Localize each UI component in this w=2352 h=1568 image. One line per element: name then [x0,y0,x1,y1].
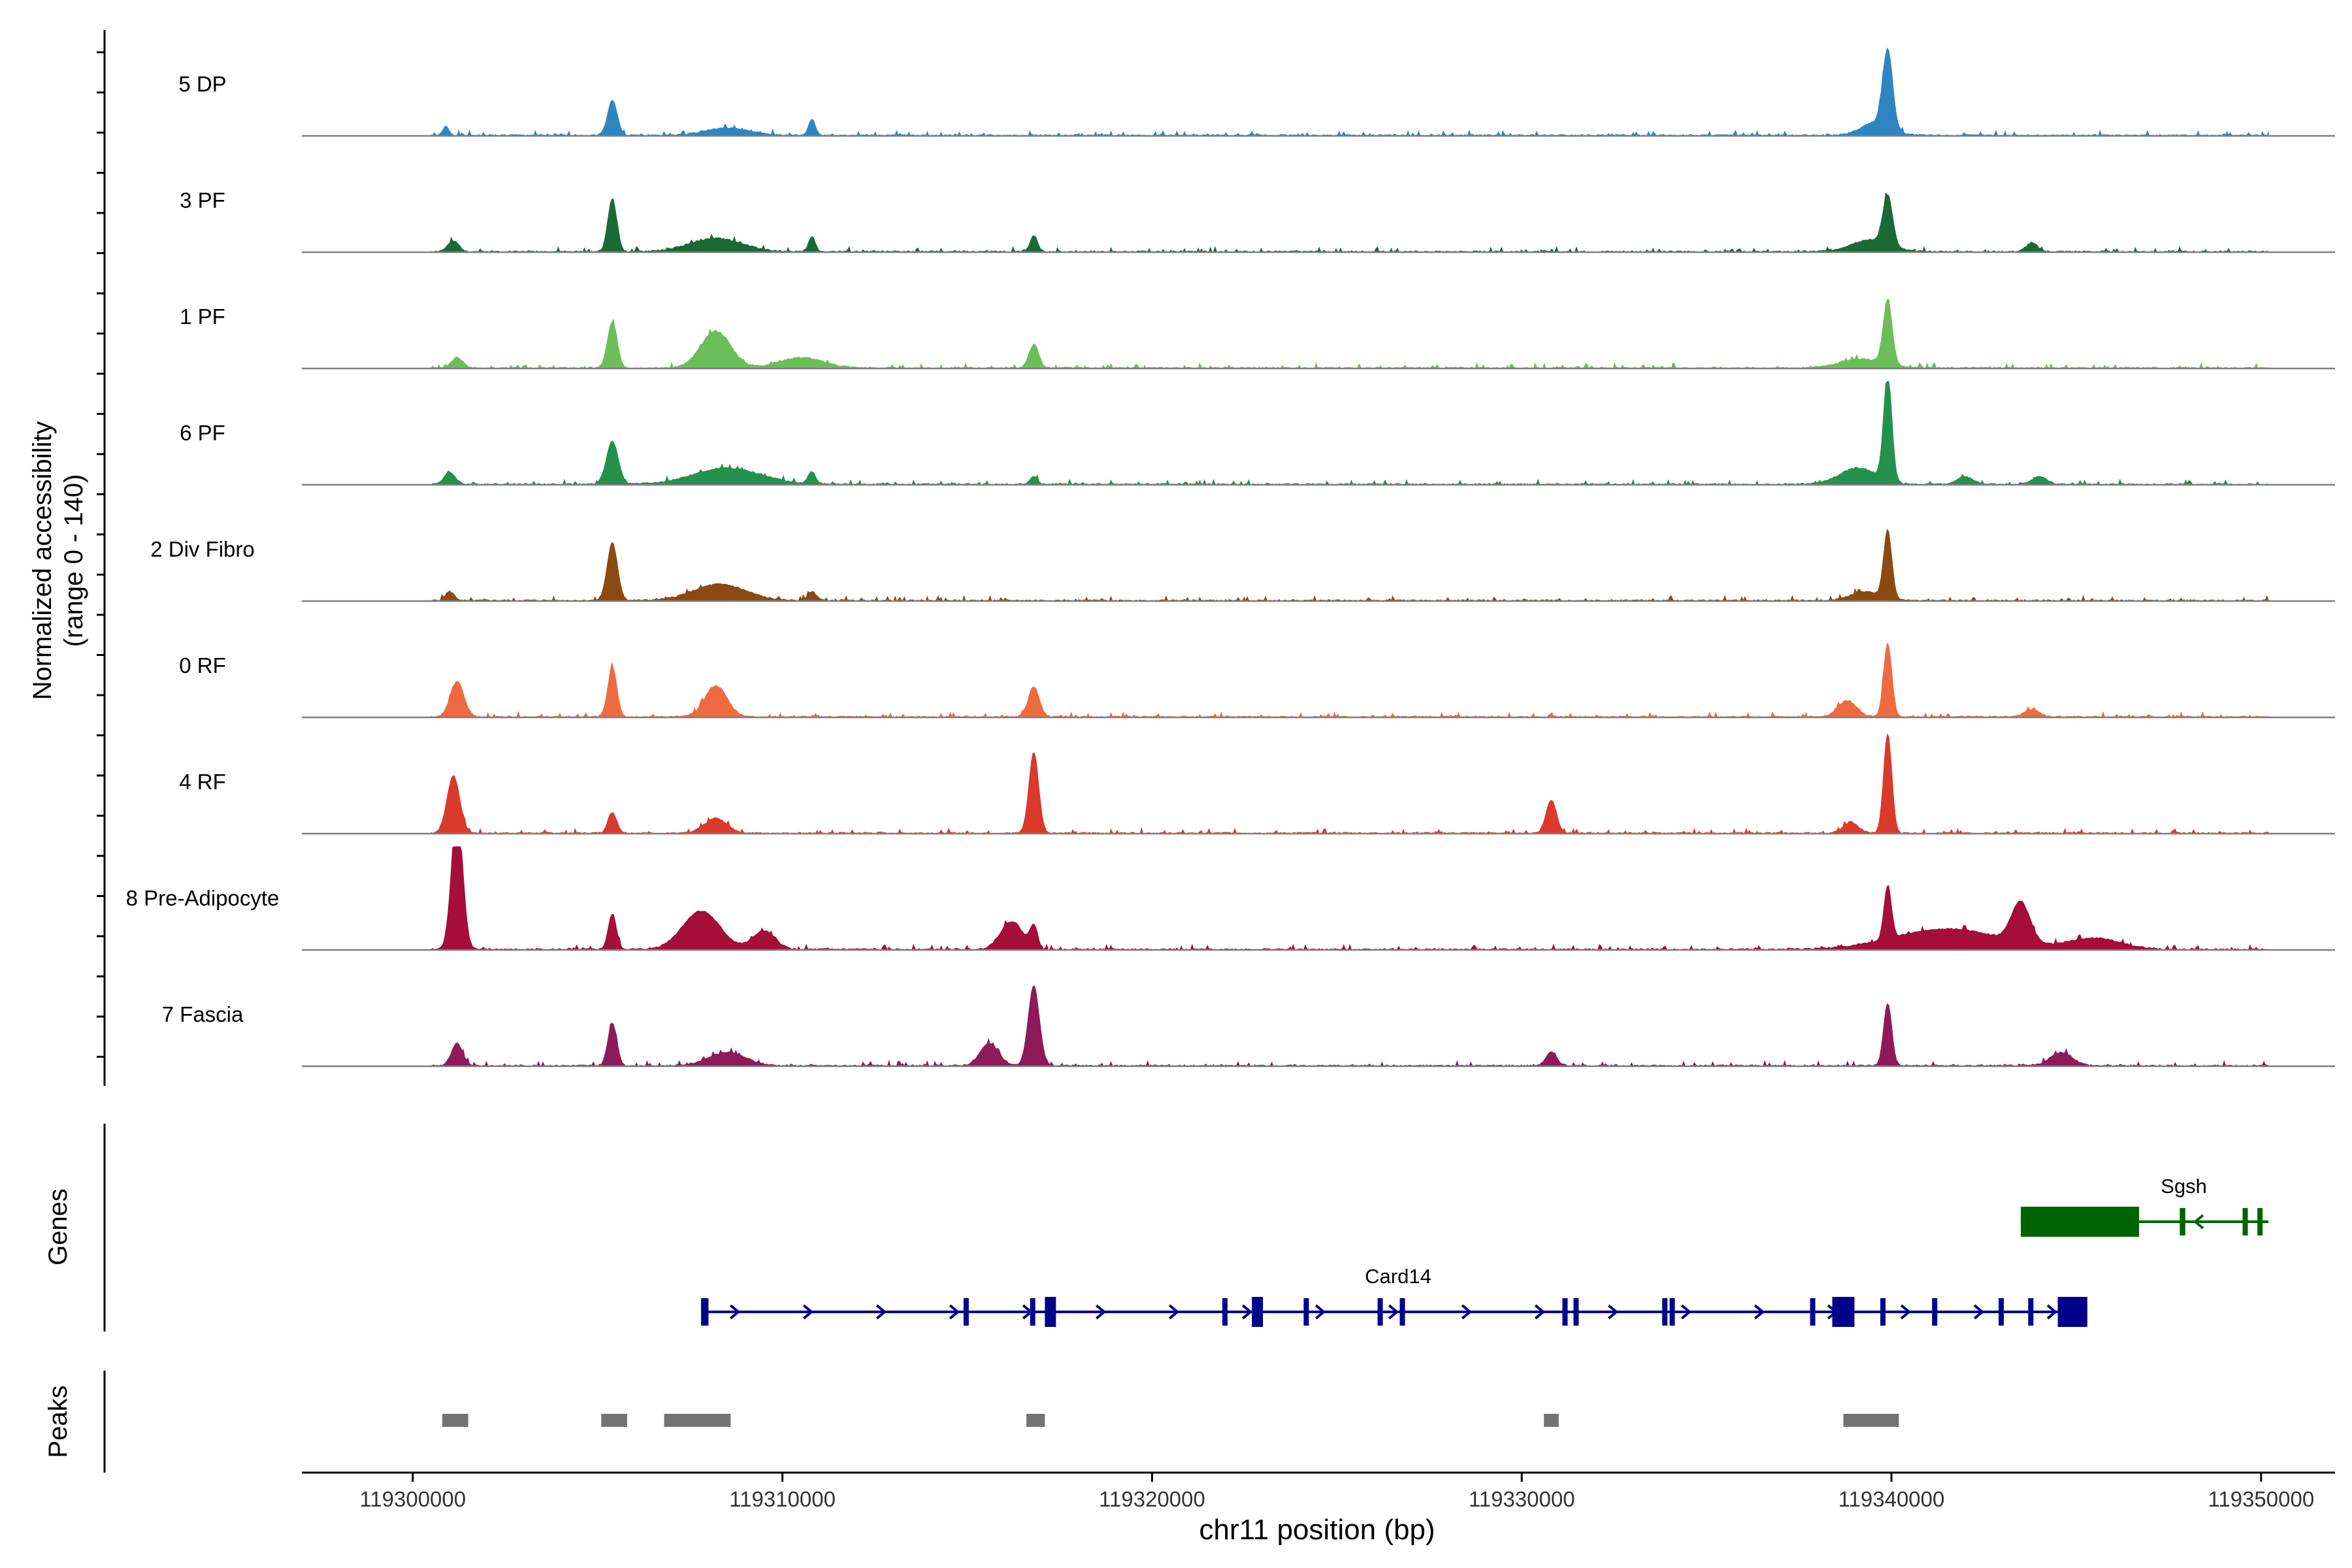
exon [2021,1207,2140,1237]
strand-arrow [2046,1304,2058,1320]
exon [2057,1297,2087,1327]
gene-name-label: Sgsh [2161,1175,2207,1198]
peak-region [664,1414,731,1427]
peak-track [442,1414,1899,1427]
strand-arrow [1680,1304,1692,1320]
x-tick-label: 119320000 [1099,1487,1205,1511]
track-label: 5 DP [178,72,226,96]
gene-model: Card14 [701,1265,2087,1327]
strand-arrow [875,1304,887,1320]
exon [1030,1298,1036,1326]
track-label: 4 RF [179,770,226,794]
strand-arrow [802,1304,814,1320]
coverage-track: 2 Div Fibro [150,529,2335,602]
exon [1832,1297,1855,1327]
exon [1880,1298,1886,1326]
coverage-y-axis-ticks [97,51,105,1058]
peak-region [1544,1414,1559,1427]
coverage-track: 5 DP [178,47,2335,137]
x-tick-label: 119310000 [729,1487,836,1511]
strand-arrow [1241,1304,1253,1320]
exon [1399,1298,1405,1326]
strand-arrow [1973,1304,1985,1320]
track-label: 2 Div Fibro [150,537,255,561]
exon [1222,1298,1228,1326]
coverage-area [431,733,2269,834]
exon [1810,1298,1816,1326]
x-tick-label: 119300000 [359,1487,466,1511]
peaks-track-label: Peaks [44,1385,73,1458]
coverage-ylabel-line2: (range 0 - 140) [59,474,88,647]
x-axis-ticks: 119300000 119310000 119320000 119330000 1193… [359,1473,2314,1511]
strand-arrow [1388,1304,1399,1320]
strand-arrow [1607,1304,1619,1320]
track-label: 1 PF [180,304,225,329]
track-label: 8 Pre-Adipocyte [126,886,280,910]
gene-name-label: Card14 [1365,1265,1431,1288]
track-label: 0 RF [179,653,226,678]
coverage-tracks: 5 DP 3 PF 1 PF 6 PF 2 Div Fibro 0 RF 4 RF 8 Pre… [126,47,2335,1068]
gene-model: Sgsh [2021,1175,2269,1237]
coverage-track: 3 PF [180,188,2335,253]
exon [1999,1298,2004,1326]
exon [1045,1297,1056,1327]
strand-arrow [1754,1304,1765,1320]
exon [1303,1298,1309,1326]
strand-arrow [949,1304,960,1320]
coverage-y-title: Normalized accessibility [28,421,57,700]
x-tick-label: 119340000 [1838,1487,1945,1511]
exon [2028,1298,2034,1326]
exon [2257,1208,2263,1235]
coverage-track: 4 RF [179,733,2335,835]
track-label: 3 PF [180,188,225,212]
genes-track-title: Genes [44,1188,73,1266]
track-label: 7 Fascia [162,1002,244,1026]
exon [1669,1298,1675,1326]
exon [2180,1208,2185,1235]
exon [1562,1298,1568,1326]
track-label: 6 PF [180,421,225,445]
exon [963,1298,969,1326]
coverage-area [431,299,2269,369]
exon [1377,1298,1383,1326]
coverage-track: 8 Pre-Adipocyte [126,846,2335,951]
strand-arrow [1900,1304,1912,1320]
strand-arrow [1534,1304,1546,1320]
x-tick-label: 119350000 [2208,1487,2314,1511]
exon [1662,1298,1668,1326]
coverage-area [431,846,2269,951]
x-axis-title: chr11 position (bp) [1199,1514,1435,1546]
gene-track: Sgsh Card14 [701,1175,2269,1327]
exon [701,1298,709,1326]
strand-arrow [729,1304,741,1320]
genes-track-label: Genes [44,1188,73,1266]
coverage-track: 0 RF [179,642,2335,719]
coverage-area [431,47,2269,137]
coverage-track: 1 PF [180,299,2335,370]
coverage-ylabel-line1: Normalized accessibility [28,421,57,700]
coverage-track: 7 Fascia [162,985,2335,1068]
exon [1932,1298,1938,1326]
strand-arrow [1095,1304,1107,1320]
peak-region [1843,1414,1899,1427]
exon [2242,1208,2248,1235]
coverage-y-title-2: (range 0 - 140) [59,474,88,647]
x-tick-label: 119330000 [1469,1487,1575,1511]
coverage-area [431,381,2269,486]
strand-arrow [1315,1304,1326,1320]
coverage-track: 6 PF [180,381,2335,486]
exon [1573,1298,1579,1326]
peak-region [442,1414,468,1427]
peak-region [601,1414,627,1427]
peak-region [1026,1414,1045,1427]
strand-arrow [1461,1304,1473,1320]
peaks-track-title: Peaks [44,1385,73,1458]
strand-arrow [1168,1304,1180,1320]
exon [1252,1297,1264,1327]
strand-arrow [2193,1214,2204,1230]
